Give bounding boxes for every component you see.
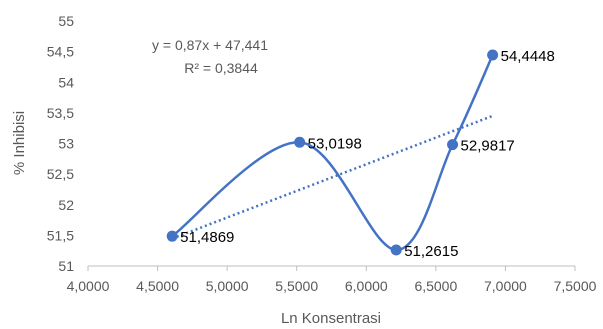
data-point — [294, 136, 306, 148]
series-line — [171, 54, 494, 252]
data-point — [447, 139, 459, 151]
y-tick-label: 54,5 — [47, 44, 74, 60]
data-label: 51,4869 — [180, 229, 234, 246]
data-label: 53,0198 — [308, 135, 362, 152]
data-label: 51,2615 — [404, 243, 458, 260]
data-point — [166, 230, 178, 242]
x-tick-label: 4,0000 — [67, 278, 110, 294]
y-tick-label: 53,5 — [47, 105, 74, 121]
x-tick-label: 7,0000 — [484, 278, 527, 294]
data-labels: 51,4869 53,0198 51,2615 52,9817 54,4448 — [180, 48, 555, 260]
data-point — [390, 244, 402, 256]
y-tick-label: 53 — [58, 136, 74, 152]
y-tick-label: 54 — [58, 74, 74, 90]
y-tick-label: 52,5 — [47, 166, 74, 182]
y-axis-ticks: 51 51,5 52 52,5 53 53,5 54 54,5 55 — [47, 13, 74, 274]
data-label: 54,4448 — [501, 48, 555, 65]
x-axis-ticks: 4,0000 4,5000 5,0000 5,5000 6,0000 6,5000 7,00… — [67, 266, 597, 294]
trendline-line — [171, 114, 494, 240]
y-tick-label: 52 — [58, 197, 74, 213]
x-tick-label: 7,5000 — [554, 278, 597, 294]
trendline-equation: y = 0,87x + 47,441 — [152, 37, 268, 53]
x-tick-label: 5,0000 — [206, 278, 249, 294]
y-tick-label: 51,5 — [47, 227, 74, 243]
trendline-r-squared: R² = 0,3844 — [184, 60, 258, 76]
x-tick-label: 6,5000 — [414, 278, 457, 294]
y-axis-title: % Inhibisi — [11, 111, 28, 175]
y-tick-label: 55 — [58, 13, 74, 29]
trendline — [171, 114, 494, 240]
data-point — [487, 49, 499, 61]
x-tick-label: 4,5000 — [136, 278, 179, 294]
x-axis-title: Ln Konsentrasi — [281, 310, 381, 327]
y-tick-label: 51 — [58, 258, 74, 274]
x-tick-label: 5,5000 — [275, 278, 318, 294]
data-label: 52,9817 — [461, 138, 515, 155]
x-tick-label: 6,0000 — [345, 278, 388, 294]
series — [166, 49, 499, 256]
